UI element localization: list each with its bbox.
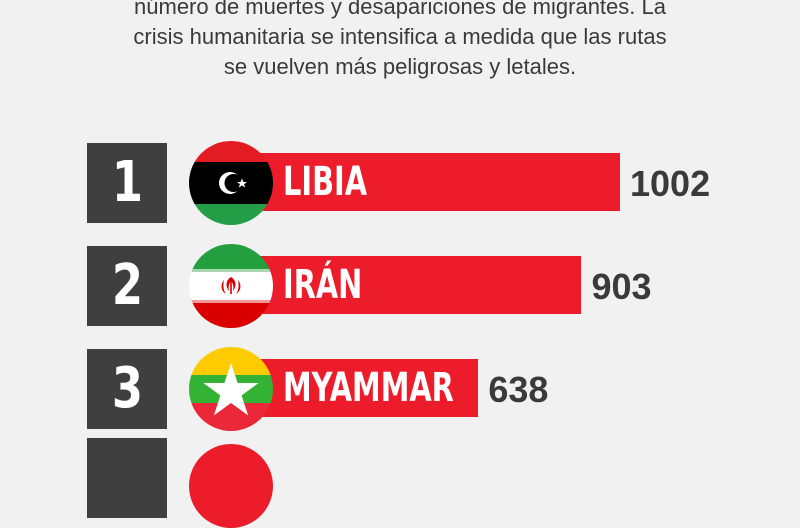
rank-box-1: 1 (87, 143, 167, 223)
bar-label-libia: LIBIA (283, 159, 368, 205)
intro-line-3: se vuelven más peligrosas y letales. (223, 54, 577, 79)
intro-line-1: número de muertes y desapariciones de mi… (134, 0, 666, 19)
myanmar-flag-icon (189, 347, 273, 431)
bar-libia (230, 153, 620, 211)
intro-text: número de muertes y desapariciones de mi… (0, 0, 800, 82)
value-label-iran: 903 (591, 266, 652, 307)
rank-box-2: 2 (87, 246, 167, 326)
value-label-myammar: 638 (488, 369, 549, 410)
value-label-libia: 1002 (630, 163, 711, 204)
libya-flag-icon (189, 141, 273, 225)
flag-icon-partial (189, 444, 273, 528)
rank-box-4-partial (87, 438, 167, 518)
rank-number: 3 (111, 356, 143, 421)
bar-label-myammar: MYAMMAR (283, 365, 454, 411)
ranking-chart: 1 LIBIA 1002 2 IRÁN 9 (87, 141, 711, 528)
bar-label-iran: IRÁN (283, 262, 363, 308)
bar-iran (230, 256, 582, 314)
rank-number: 2 (111, 253, 143, 318)
rank-number: 1 (111, 150, 143, 215)
rank-box-3: 3 (87, 349, 167, 429)
intro-line-2: crisis humanitaria se intensifica a medi… (133, 24, 667, 49)
iran-flag-icon (189, 244, 273, 328)
